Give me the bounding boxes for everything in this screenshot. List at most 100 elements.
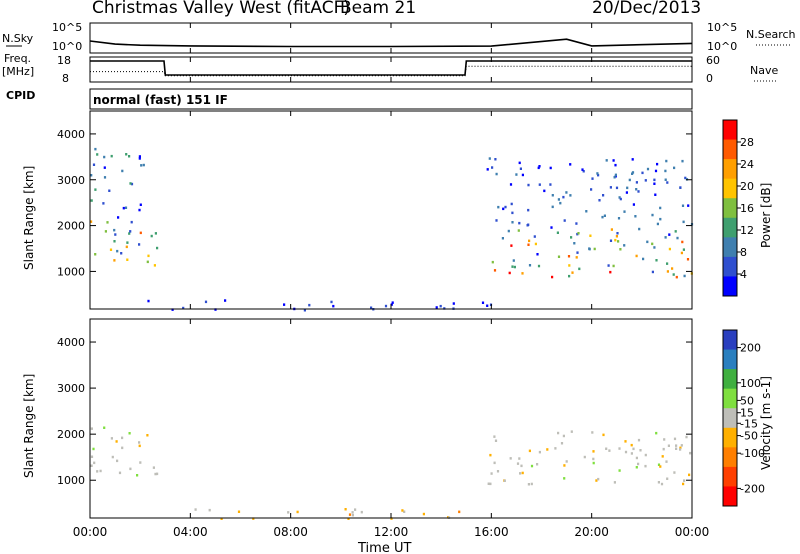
scatter-cell (534, 242, 537, 246)
colorbar-tick-label: -50 (740, 430, 758, 443)
colorbar-segment (723, 198, 737, 219)
scatter-cell (510, 202, 513, 206)
freq-label: Freq. (4, 52, 31, 65)
freq-tick-top: 18 (57, 54, 71, 67)
freq-tick-bottom: 8 (62, 72, 69, 85)
scatter-cell (538, 183, 541, 186)
colorbar-tick-label: 4 (740, 268, 747, 281)
scatter-cell (582, 170, 585, 173)
scatter-cell (663, 438, 666, 441)
scatter-cell (510, 244, 513, 247)
scatter-cell (90, 455, 94, 458)
colorbar-tick-label: 20 (740, 180, 754, 193)
scatter-cell (138, 155, 141, 158)
scatter-cell (664, 236, 667, 239)
colorbar-tick-label: -100 (740, 447, 765, 460)
scatter-cell (667, 444, 670, 447)
scatter-cell (653, 182, 656, 185)
scatter-cell (642, 257, 645, 261)
scatter-cell (96, 153, 99, 156)
scatter-cell (581, 168, 584, 171)
scatter-cell (439, 304, 442, 308)
scatter-cell (570, 236, 573, 239)
power-ylabel: Slant Range [km] (22, 166, 36, 270)
time-axis: 00:00 04:00 08:00 12:00 16:00 20:00 00:00 (73, 23, 709, 539)
colorbar-segment (723, 388, 737, 409)
scatter-cell (518, 457, 521, 460)
scatter-cell (94, 188, 97, 191)
scatter-cell (683, 479, 686, 482)
scatter-cell (673, 437, 677, 441)
scatter-cell (138, 243, 141, 246)
colorbar-tick-label: -15 (740, 417, 758, 430)
colorbar-segment (723, 408, 737, 429)
scatter-cell (543, 189, 546, 193)
station-title: Christmas Valley West (fitACF) (92, 0, 350, 18)
scatter-cell (644, 453, 647, 457)
colorbar-tick-label: 100 (740, 377, 761, 390)
scatter-cell (675, 447, 678, 450)
scatter-cell (635, 188, 638, 191)
scatter-cell (563, 464, 566, 467)
scatter-cell (613, 481, 616, 484)
scatter-cell (602, 433, 605, 437)
scatter-cell (90, 174, 93, 177)
velocity-y-axis: 1000 2000 3000 4000 (57, 336, 692, 487)
scatter-cell (591, 177, 594, 180)
scatter-cell (495, 172, 498, 176)
scatter-cell (125, 245, 128, 249)
velocity-ylabel: Slant Range [km] (22, 374, 36, 478)
scatter-cell (659, 217, 662, 221)
scatter-cell (615, 235, 618, 238)
scatter-cell (354, 508, 357, 511)
power-colorbar-label: Power [dB] (759, 183, 773, 248)
scatter-cell (90, 464, 93, 467)
scatter-cell (557, 198, 560, 201)
scatter-cell (443, 307, 446, 310)
scatter-cell (567, 255, 571, 258)
scatter-cell (129, 467, 132, 471)
scatter-cell (614, 173, 617, 177)
scatter-cell (674, 230, 677, 233)
velocity-scatter (90, 426, 692, 520)
scatter-cell (614, 238, 617, 242)
power-colorbar: 28 24 20 16 12 8 4 (722, 119, 754, 297)
scatter-cell (591, 431, 594, 434)
scatter-cell (630, 452, 633, 455)
scatter-cell (224, 299, 227, 302)
scatter-cell (619, 248, 622, 251)
scatter-cell (511, 221, 514, 224)
scatter-cell (577, 232, 580, 235)
colorbar-tick-label: 28 (740, 136, 754, 149)
scatter-cell (528, 264, 532, 267)
scatter-cell (116, 459, 119, 463)
scatter-cell (390, 303, 393, 306)
scatter-cell (129, 230, 132, 233)
colorbar-segment (723, 120, 737, 141)
scatter-cell (509, 183, 513, 186)
scatter-cell (124, 206, 128, 209)
y-tick-label: 1000 (57, 474, 85, 487)
colorbar-segment (723, 486, 737, 507)
scatter-cell (511, 265, 514, 268)
scatter-cell (569, 194, 572, 197)
scatter-cell (93, 461, 96, 465)
scatter-cell (673, 166, 676, 170)
scatter-cell (573, 242, 576, 245)
scatter-cell (631, 158, 634, 161)
scatter-cell (651, 213, 654, 217)
scatter-cell (538, 450, 541, 454)
scatter-cell (557, 431, 560, 435)
scatter-cell (146, 434, 149, 437)
scatter-cell (653, 246, 656, 249)
scatter-cell (546, 448, 549, 451)
scatter-cell (688, 473, 691, 477)
scatter-cell (521, 272, 524, 275)
scatter-cell (490, 472, 493, 475)
scatter-cell (509, 457, 512, 460)
scatter-cell (153, 264, 156, 267)
scatter-cell (90, 427, 93, 430)
scatter-cell (679, 186, 682, 189)
scatter-cell (491, 166, 494, 169)
x-tick-label: 00:00 (73, 525, 108, 539)
